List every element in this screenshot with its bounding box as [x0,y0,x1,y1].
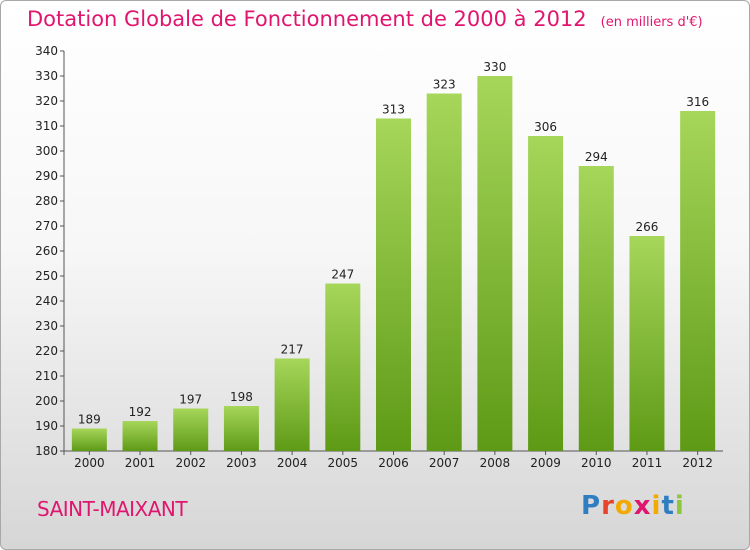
y-tick: 320 [35,94,64,108]
y-tick-label: 260 [35,244,58,258]
y-tick: 330 [35,69,64,83]
chart-data-labels: 189 192 197 198 217 247 313 323 330 306 294 266 316 [78,60,709,427]
logo-letter: P [581,491,602,521]
bar-2011 [629,236,665,451]
x-tick-label: 2007 [429,456,460,470]
y-tick-label: 230 [35,319,58,333]
bar-2012 [680,111,716,451]
logo-letter: i [651,491,662,521]
x-tick-label: 2003 [226,456,257,470]
x-tick-label: 2008 [480,456,511,470]
bar-value-label: 306 [534,120,557,134]
y-tick: 180 [35,444,64,458]
chart-unit: (en milliers d'€) [600,15,703,30]
x-tick-label: 2010 [581,456,612,470]
bar-2006 [376,118,411,451]
y-tick-label: 330 [35,69,58,83]
y-tick: 270 [35,219,64,233]
bar-2005 [325,283,361,451]
x-tick-label: 2004 [277,456,308,470]
bar-2002 [173,408,209,451]
bar-2009 [528,136,564,451]
y-tick: 230 [35,319,64,333]
bar-value-label: 247 [331,268,354,282]
bar-value-label: 294 [585,150,608,164]
logo-letter: o [614,491,634,521]
y-tick: 310 [35,119,64,133]
y-tick-label: 190 [35,419,58,433]
y-tick: 290 [35,169,64,183]
bar-2000 [71,428,107,451]
y-tick-label: 270 [35,219,58,233]
logo-letter: x [633,491,652,521]
x-tick-label: 2002 [175,456,206,470]
logo-letter: i [674,491,685,521]
bar-2010 [578,166,614,451]
y-tick: 190 [35,419,64,433]
y-tick-label: 340 [35,44,58,58]
logo-letter: t [661,491,675,521]
y-tick-label: 290 [35,169,58,183]
y-tick: 200 [35,394,64,408]
chart-axes: 180 190 200 210 220 230 240 250 260 270 280 290 300 3… [35,44,723,470]
y-tick: 210 [35,369,64,383]
bar-value-label: 330 [483,60,506,74]
y-tick-label: 220 [35,344,58,358]
bar-value-label: 192 [129,405,152,419]
y-tick-label: 180 [35,444,58,458]
bar-2003 [223,406,259,451]
y-tick-label: 250 [35,269,58,283]
bar-value-label: 197 [179,393,202,407]
bar-2007 [426,93,462,451]
y-tick-label: 280 [35,194,58,208]
bar-value-label: 316 [686,95,709,109]
x-tick-label: 2000 [74,456,105,470]
bar-value-label: 217 [281,343,304,357]
y-tick: 240 [35,294,64,308]
bar-value-label: 266 [636,220,659,234]
y-tick: 300 [35,144,64,158]
logo-letter: r [601,491,615,521]
bar-2004 [274,358,310,451]
y-tick-label: 310 [35,119,58,133]
x-tick-label: 2005 [328,456,359,470]
bar-value-label: 198 [230,390,253,404]
chart-title-text: Dotation Globale de Fonctionnement de 20… [27,7,587,31]
x-tick-label: 2011 [632,456,663,470]
bar-2001 [122,421,158,451]
bar-value-label: 313 [382,103,405,117]
y-tick: 220 [35,344,64,358]
x-tick-label: 2012 [682,456,713,470]
x-tick-label: 2009 [530,456,561,470]
y-tick-label: 200 [35,394,58,408]
y-tick-label: 300 [35,144,58,158]
y-tick-label: 320 [35,94,58,108]
y-tick: 340 [35,44,64,58]
x-tick-label: 2006 [378,456,409,470]
bar-value-label: 189 [78,413,101,427]
chart-bars [71,76,716,451]
x-tick-label: 2001 [125,456,156,470]
bar-value-label: 323 [433,78,456,92]
y-tick: 260 [35,244,64,258]
commune-name: SAINT-MAIXANT [37,497,188,521]
chart-title: Dotation Globale de Fonctionnement de 20… [27,7,703,31]
bar-2008 [477,76,513,451]
y-tick-label: 210 [35,369,58,383]
proxiti-logo: Proxiti [581,491,685,521]
y-tick-label: 240 [35,294,58,308]
y-tick: 250 [35,269,64,283]
y-tick: 280 [35,194,64,208]
